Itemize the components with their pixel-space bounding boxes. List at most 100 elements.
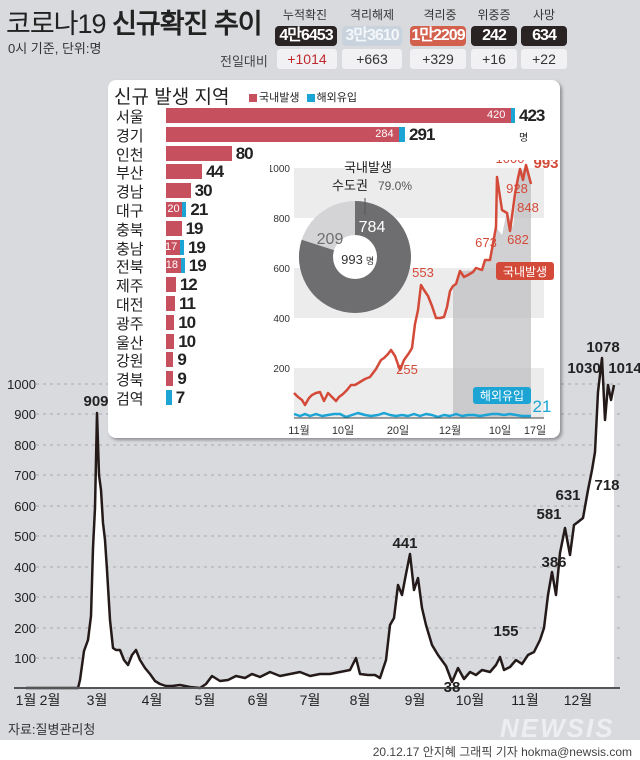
bar-domestic [166,164,203,180]
bar-total-value: 21 [190,200,208,219]
region-label: 경북 [116,372,144,390]
svg-text:800: 800 [14,438,36,453]
bar-total-value: 80 [235,143,254,163]
svg-text:400: 400 [273,314,290,325]
main-area-fill [26,358,614,688]
imported-last-value: 21 [533,397,552,416]
bar-domestic [166,371,174,387]
region-label: 울산 [116,334,144,352]
stat-diff-deaths: +22 [521,49,567,69]
svg-text:581: 581 [536,506,561,523]
stat-diff-released: +663 [342,49,402,69]
svg-text:553: 553 [412,265,434,280]
imported-tag-bg [473,387,531,404]
svg-text:673: 673 [475,235,497,250]
legend-imported-swatch [306,94,315,103]
svg-text:441: 441 [392,535,417,552]
main-trend-line [26,356,616,690]
svg-text:8월: 8월 [350,692,371,708]
svg-text:600: 600 [14,499,36,514]
bar-domestic-value: 17 [164,240,178,253]
bar-total-value: 9 [177,369,187,389]
bar-total-value: 11 [179,294,196,313]
svg-text:718: 718 [594,477,619,494]
main-trend-chart: 1000 900 800 700 600 500 400 300 200 100… [7,339,640,708]
stat-label-isolated: 격리중 [423,8,457,22]
svg-text:500: 500 [14,529,36,544]
bar-total-value: 10 [178,331,196,351]
svg-text:800: 800 [273,214,290,225]
svg-text:631: 631 [555,487,580,504]
stat-diff-cumulative: +1014 [277,49,337,69]
bar-domestic [166,126,400,142]
bar-domestic [166,296,176,311]
inset-domestic-labels: 553 255 673 928 1000 682 848 1054 993 [396,160,558,377]
legend-domestic-swatch [249,94,257,103]
stat-label-cumulative: 누적확진 [282,8,328,22]
bar-domestic-value: 20 [167,203,180,215]
svg-text:848: 848 [517,200,539,215]
svg-text:38: 38 [444,679,461,696]
main-peak-labels: 909 441 38 155 386 581 631 718 1030 1078… [83,339,640,696]
region-label: 경기 [116,127,144,145]
svg-text:993: 993 [533,160,558,172]
region-legend: 국내발생 해외유입 [245,89,357,105]
svg-text:10일: 10일 [489,423,511,437]
domestic-tag: 국내발생 [503,265,547,279]
donut-center-unit: 명 [366,256,374,266]
svg-text:1000: 1000 [496,160,525,166]
svg-text:700: 700 [14,468,36,483]
credit-line: 20.12.17 안지혜 그래픽 기자 hokma@newsis.com [372,745,632,759]
bar-total-value: 423명 [519,106,545,144]
region-label: 대전 [116,297,144,314]
legend-domestic-label: 국내발생 [259,92,300,104]
donut-sub: 수도권 [332,178,368,193]
bar-domestic [166,277,176,293]
svg-text:255: 255 [396,362,418,377]
inset-domestic-line [293,163,533,407]
diff-label: 전일대비 [220,54,268,69]
bar-total-value: 12 [179,275,198,295]
region-label: 검역 [116,391,144,408]
bar-total-value: 30 [194,181,213,201]
bar-domestic-value: 420 [487,109,506,121]
domestic-tag-bg [496,262,554,280]
svg-text:386: 386 [541,554,566,571]
region-label: 경남 [116,184,144,202]
bar-total-value: 19 [187,237,206,257]
svg-text:600: 600 [273,264,290,275]
bar-domestic [166,352,174,368]
region-label: 대구 [116,203,144,220]
bar-total-value: 9 [177,350,187,370]
title-main: 신규확진 추이 [112,9,263,39]
bar-total-value: 44 [206,162,224,182]
subtitle: 0시 기준, 단위:명 [8,41,102,56]
bar-imported [180,258,185,274]
stat-value-critical: 242 [471,26,517,46]
svg-text:12월: 12월 [564,692,592,708]
donut-other-value: 209 [317,231,344,248]
page-title: 코로나19 신규확진 추이 [6,2,263,41]
svg-text:5월: 5월 [195,692,216,708]
stat-value-isolated: 1만2209 [410,26,466,46]
bar-domestic [166,220,182,236]
stat-value-deaths: 634 [521,26,567,46]
bar-imported [182,202,187,217]
bar-total-value: 7 [175,388,186,407]
bar-domestic [166,202,183,217]
svg-text:1030: 1030 [567,360,600,377]
svg-text:155: 155 [493,623,518,640]
region-label: 전북 [116,259,144,277]
main-x-axis: 1월 2월 3월 4월 5월 6월 7월 8월 9월 10월 11월 12월 [16,692,593,708]
region-label: 부산 [116,165,144,183]
bar-domestic [166,183,191,199]
bar-domestic [166,239,180,255]
svg-text:1078: 1078 [586,339,619,356]
bar-total-value: 19 [188,256,207,276]
stat-label-released: 격리해제 [349,8,395,22]
bar-domestic [166,108,511,123]
svg-text:200: 200 [14,621,36,636]
svg-text:11월: 11월 [511,692,538,708]
region-label: 강원 [116,353,144,371]
bar-domestic [166,258,181,274]
